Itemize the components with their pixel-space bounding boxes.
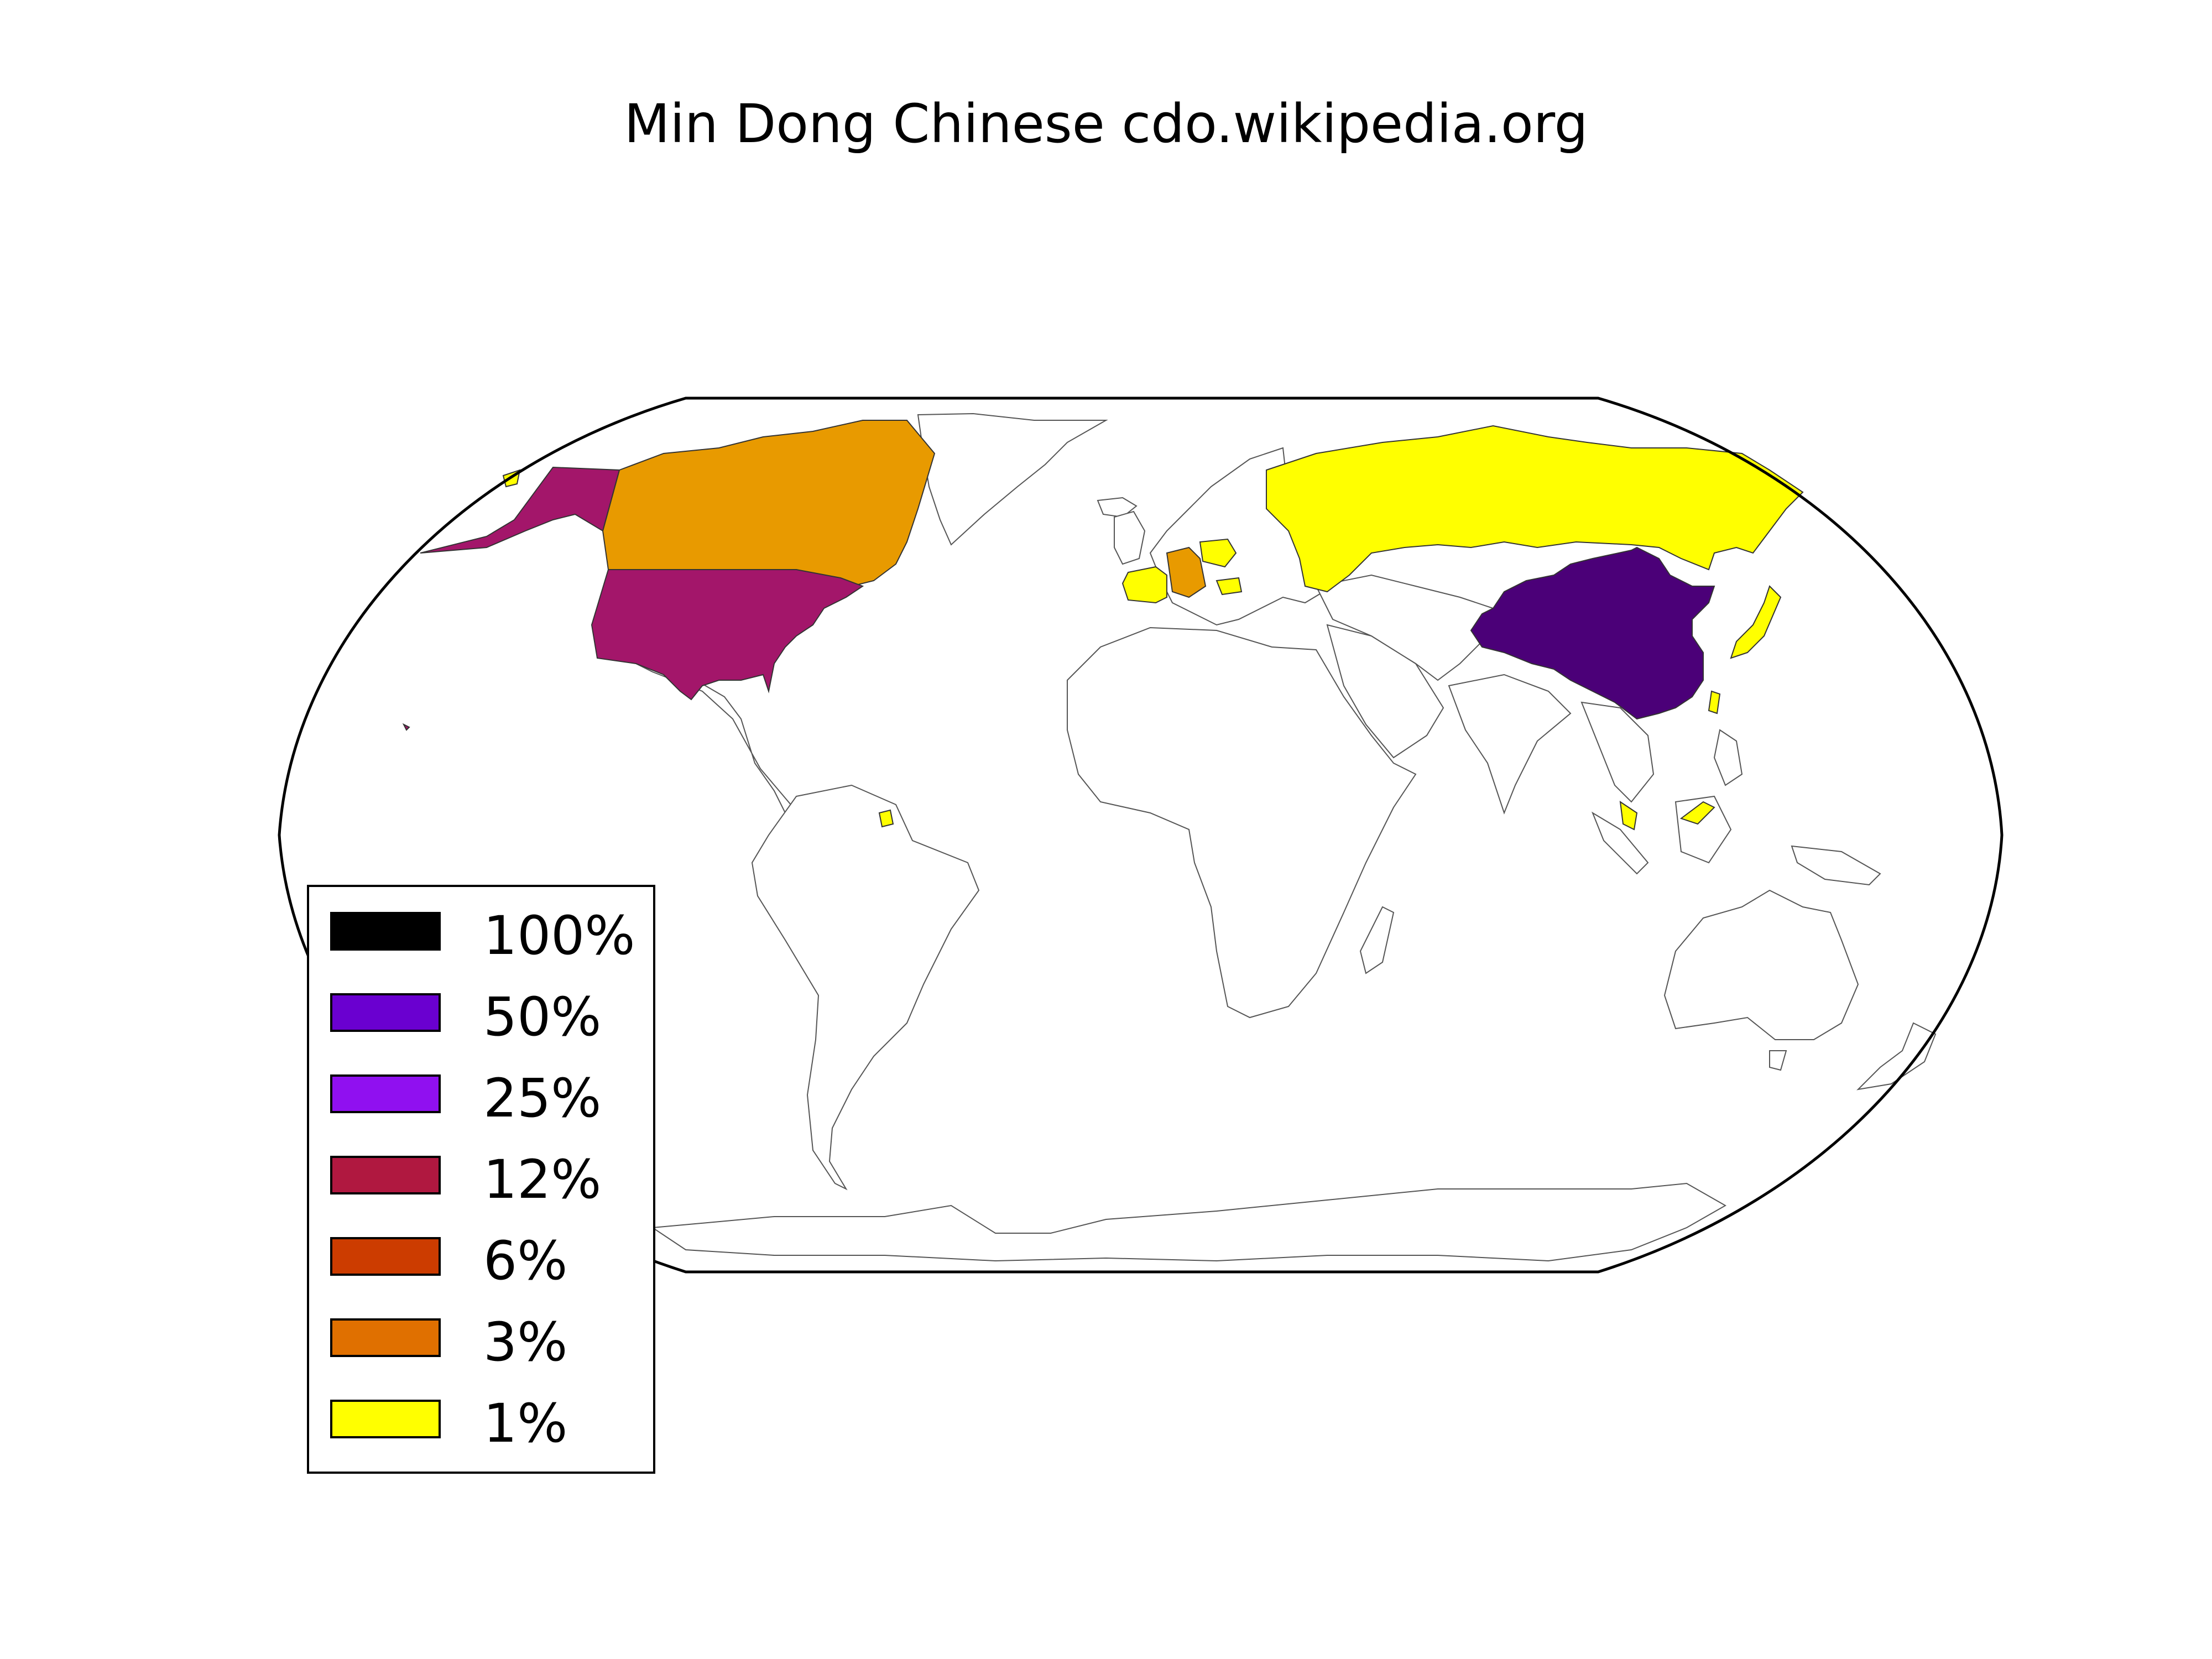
legend-label: 100%	[483, 905, 635, 967]
land-greenland	[917, 413, 1108, 546]
land-australia	[1663, 889, 1859, 1040]
filled-countries	[402, 420, 1804, 831]
land-indochina	[1580, 701, 1655, 803]
land-madagascar	[1359, 906, 1395, 974]
legend-label: 25%	[483, 1067, 602, 1129]
legend-swatch	[330, 1074, 441, 1113]
legend-swatch	[330, 993, 441, 1032]
region-hungary	[1215, 577, 1243, 596]
map-title: Min Dong Chinese cdo.wikipedia.org	[624, 93, 1588, 155]
legend-swatch	[330, 1318, 441, 1357]
land-new-zealand	[1856, 1022, 1937, 1091]
land-antarctica	[651, 1182, 1727, 1262]
region-suriname	[878, 809, 894, 828]
land-africa	[1067, 627, 1417, 1019]
land-central-asia	[1315, 574, 1494, 681]
legend-label: 3%	[483, 1311, 568, 1373]
legend-swatch	[330, 1237, 441, 1276]
legend: 100% 50% 25% 12% 6% 3% 1%	[307, 885, 655, 1474]
map-frame	[278, 397, 2004, 1274]
region-malaysia-east	[1679, 801, 1715, 825]
region-usa	[591, 569, 864, 701]
land-india	[1448, 674, 1572, 815]
land-philippines	[1713, 729, 1743, 786]
land-sumatra	[1591, 811, 1649, 875]
legend-label: 1%	[483, 1392, 568, 1454]
region-china	[1470, 546, 1715, 720]
region-poland	[1199, 538, 1237, 568]
legend-label: 6%	[483, 1230, 568, 1292]
legend-swatch	[330, 1156, 441, 1194]
region-russia	[1266, 425, 1804, 593]
region-taiwan	[1708, 690, 1721, 714]
legend-swatch	[330, 912, 441, 951]
region-hawaii	[402, 723, 410, 731]
region-malaysia	[1619, 800, 1638, 831]
land-south-america	[751, 784, 980, 1191]
land-central-america	[635, 663, 808, 830]
region-japan	[1730, 585, 1782, 659]
land-great-britain	[1114, 510, 1146, 565]
region-alaska	[420, 466, 620, 554]
land-new-guinea	[1791, 845, 1881, 886]
region-france	[1121, 566, 1167, 604]
legend-swatch	[330, 1400, 441, 1438]
region-canada	[602, 420, 936, 587]
land-iceland	[1097, 497, 1138, 518]
land-tasmania	[1769, 1050, 1787, 1071]
legend-label: 12%	[483, 1149, 602, 1211]
legend-label: 50%	[483, 986, 602, 1048]
region-germany	[1166, 546, 1207, 598]
